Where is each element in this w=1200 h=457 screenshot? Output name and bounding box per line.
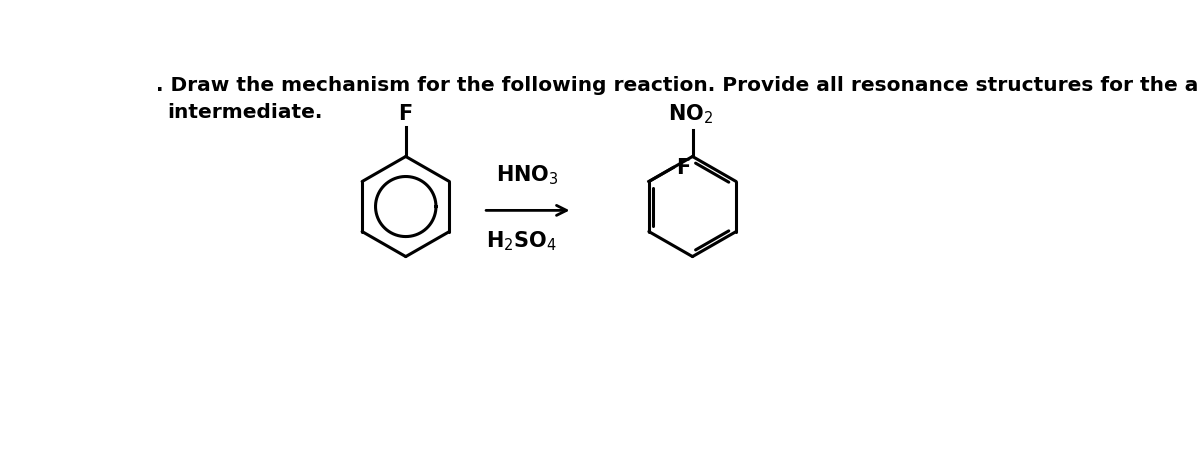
Text: intermediate.: intermediate. bbox=[167, 102, 323, 122]
Text: F: F bbox=[398, 104, 413, 124]
Text: . Draw the mechanism for the following reaction. Provide all resonance structure: . Draw the mechanism for the following r… bbox=[156, 75, 1200, 95]
Text: NO$_2$: NO$_2$ bbox=[668, 103, 714, 127]
Text: HNO$_3$: HNO$_3$ bbox=[496, 164, 559, 187]
Text: H$_2$SO$_4$: H$_2$SO$_4$ bbox=[486, 229, 557, 253]
Text: F: F bbox=[676, 158, 690, 178]
